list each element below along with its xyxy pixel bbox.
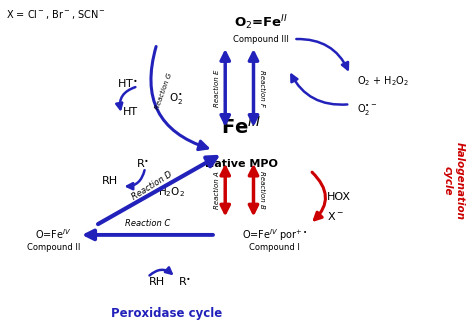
Text: X = Cl$^-$, Br$^-$, SCN$^-$: X = Cl$^-$, Br$^-$, SCN$^-$ <box>6 8 106 21</box>
Text: RH: RH <box>102 175 118 186</box>
Text: H$_2$O$_2$: H$_2$O$_2$ <box>158 185 185 199</box>
Text: Reaction B: Reaction B <box>258 171 264 209</box>
Text: O$_2^{\bullet -}$: O$_2^{\bullet -}$ <box>357 102 377 118</box>
Text: Reaction D: Reaction D <box>130 169 174 201</box>
Text: Reaction E: Reaction E <box>214 70 220 107</box>
Text: Compound III: Compound III <box>233 35 289 44</box>
Text: Peroxidase cycle: Peroxidase cycle <box>111 307 222 320</box>
Text: Reaction G: Reaction G <box>155 72 173 110</box>
Text: RH: RH <box>149 277 165 287</box>
Text: R$^{\bullet}$: R$^{\bullet}$ <box>136 158 149 170</box>
Text: O=Fe$^{IV}$ por$^{+\bullet}$: O=Fe$^{IV}$ por$^{+\bullet}$ <box>242 227 308 243</box>
Text: Compound II: Compound II <box>27 243 80 252</box>
Text: X$^-$: X$^-$ <box>327 210 343 222</box>
Text: Reaction C: Reaction C <box>125 219 170 228</box>
Text: Native MPO: Native MPO <box>205 160 278 169</box>
Text: O$_2$ + H$_2$O$_2$: O$_2$ + H$_2$O$_2$ <box>357 75 410 89</box>
Text: R$^{\bullet}$: R$^{\bullet}$ <box>179 276 192 288</box>
Text: HT$^{\bullet}$: HT$^{\bullet}$ <box>117 78 138 90</box>
Text: HT: HT <box>123 107 138 117</box>
Text: Reaction A: Reaction A <box>214 171 220 209</box>
Text: Fe$^{III}$: Fe$^{III}$ <box>221 116 262 138</box>
Text: O$_2$=Fe$^{II}$: O$_2$=Fe$^{II}$ <box>234 13 288 32</box>
Text: Reaction F: Reaction F <box>258 70 264 107</box>
Text: Compound I: Compound I <box>249 243 300 252</box>
Text: O=Fe$^{IV}$: O=Fe$^{IV}$ <box>35 227 72 241</box>
Text: HOX: HOX <box>327 192 351 202</box>
Text: Halogenation
cycle: Halogenation cycle <box>443 142 465 220</box>
Text: O$_2^{\bullet}$: O$_2^{\bullet}$ <box>169 91 183 106</box>
